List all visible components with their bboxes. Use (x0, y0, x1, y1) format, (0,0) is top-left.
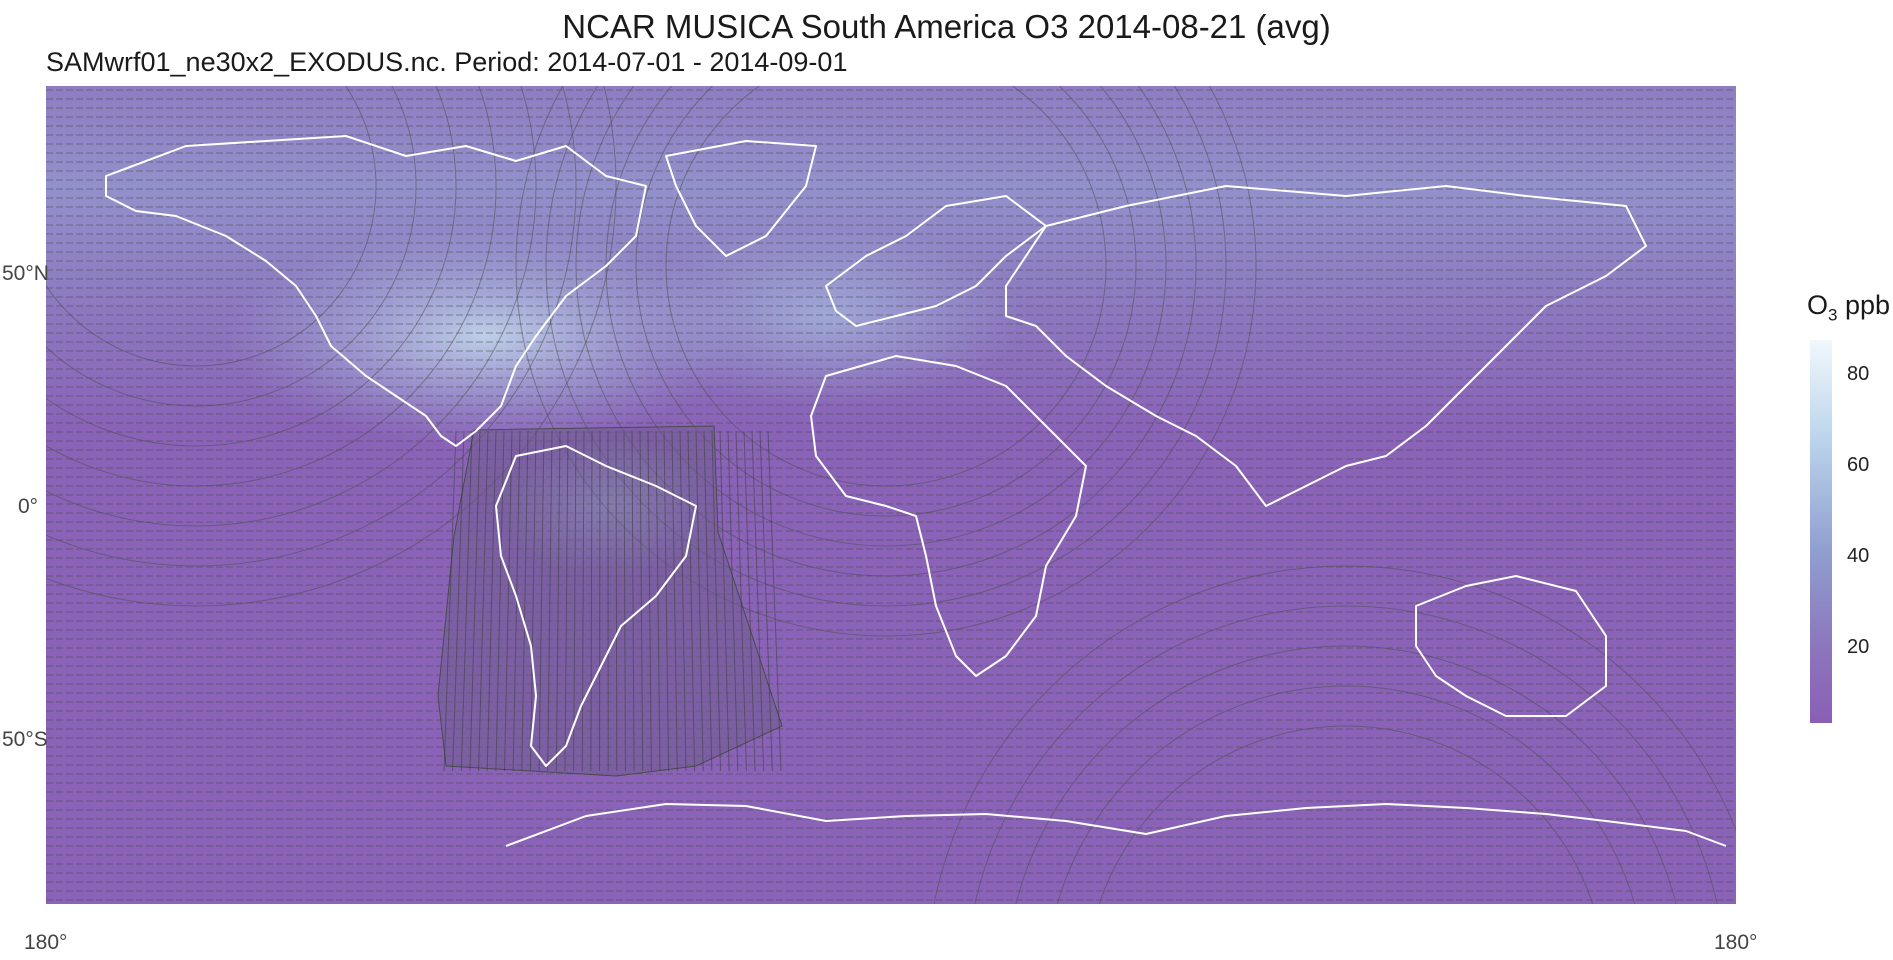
refined-grid-line (631, 430, 635, 772)
grid-arc (46, 86, 417, 407)
coast-asia (1005, 185, 1647, 507)
colorbar-label-80: 80 (1847, 363, 1870, 385)
coast-europe (825, 195, 1047, 327)
colorbar-label-20: 20 (1847, 636, 1870, 658)
grid-arc (515, 86, 1257, 637)
refined-grid-line (727, 430, 739, 772)
refined-grid-line (503, 430, 513, 772)
y-tick-0: 0° (18, 495, 39, 518)
refined-grid-line (452, 430, 465, 772)
refined-region-south-america (437, 425, 783, 777)
refined-grid-line (529, 430, 537, 772)
refined-grid-line (751, 430, 765, 772)
refined-grid-line (735, 430, 747, 772)
refined-grid-line (703, 430, 713, 772)
refined-grid-line (767, 430, 782, 772)
refined-grid-line (590, 430, 593, 772)
grid-arc (46, 86, 577, 567)
x-tick-right: 180° (1714, 931, 1758, 954)
refined-grid-line (695, 430, 704, 772)
coast-antarctica (505, 803, 1727, 847)
grid-arc (974, 605, 1718, 904)
refined-grid-line (743, 430, 756, 772)
refined-grid-line (460, 430, 473, 772)
refined-grid-line (655, 430, 661, 772)
refined-grid-line (639, 430, 644, 772)
refined-grid-line (564, 430, 569, 772)
refined-grid-line (711, 430, 721, 772)
y-tick-50s: 50°S (2, 728, 48, 751)
ozone-map (46, 86, 1736, 904)
colorbar-label-60: 60 (1847, 454, 1870, 476)
refined-grid-line (623, 430, 626, 772)
map-subtitle: SAMwrf01_ne30x2_EXODUS.nc. Period: 2014-… (46, 47, 848, 77)
coast-australia (1415, 575, 1607, 717)
refined-grid-line (581, 430, 585, 772)
atlantic-high (626, 226, 1026, 406)
refined-grid-line (547, 430, 553, 772)
colorbar (1810, 340, 1832, 723)
coastlines (105, 135, 1727, 847)
grid-arc (46, 86, 537, 527)
grid-arc (1056, 685, 1636, 904)
grid-arc (545, 86, 1227, 607)
refined-grid-line (573, 430, 577, 772)
legend-title: O3 ppb (1807, 290, 1891, 325)
refined-grid-line (521, 430, 529, 772)
refined-grid-line (679, 430, 687, 772)
x-tick-left: 180° (24, 931, 68, 954)
refined-grid-line (615, 430, 618, 772)
refined-grid-line (719, 430, 730, 772)
grid-arc (46, 86, 377, 367)
refined-grid-line (555, 430, 561, 772)
grid-arc (46, 86, 497, 487)
refined-grid-line (469, 430, 481, 772)
colorbar-label-40: 40 (1847, 545, 1870, 567)
refined-grid-line (538, 430, 545, 772)
refined-grid-line (486, 430, 497, 772)
grid-arc (635, 86, 1137, 517)
coast-south-america (495, 445, 697, 767)
grid-arc (1098, 725, 1594, 904)
grid-arc (575, 86, 1197, 577)
refined-grid-line (478, 430, 489, 772)
grid-lines-horizontal (46, 89, 1736, 901)
colorbar-tick-80 (1832, 375, 1840, 376)
colorbar-tick-60 (1832, 466, 1840, 467)
grid-arc (933, 565, 1736, 904)
colorbar-tick-20 (1832, 648, 1840, 649)
colorbar-tick-40 (1832, 557, 1840, 558)
refined-grid-line (663, 430, 670, 772)
coast-africa (810, 355, 1087, 677)
coast-greenland (665, 140, 817, 257)
grid-arc (1015, 645, 1677, 904)
y-tick-50n: 50°N (2, 262, 49, 285)
grid-arc (46, 86, 457, 447)
map-canvas (46, 86, 1736, 904)
map-title: NCAR MUSICA South America O3 2014-08-21 … (562, 8, 1331, 45)
refined-grid-line (759, 430, 773, 772)
refined-grid-line (443, 430, 457, 772)
grid-arc (665, 86, 1107, 487)
coast-north-america (105, 135, 647, 447)
grid-lines-curved (46, 86, 1736, 904)
refined-grid-line (671, 430, 678, 772)
refined-grid-line (687, 430, 696, 772)
grid-arc (46, 86, 617, 607)
